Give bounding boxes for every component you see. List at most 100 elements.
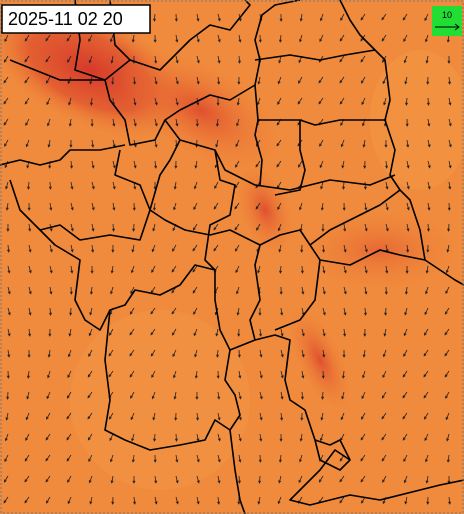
border	[254, 84, 263, 186]
wind-arrow	[108, 349, 114, 357]
wind-arrow	[45, 433, 51, 441]
wind-arrow	[153, 433, 157, 442]
wind-arrow	[132, 202, 136, 211]
wind-arrow	[24, 55, 30, 63]
wind-arrow	[237, 328, 241, 337]
wind-arrow	[382, 349, 387, 358]
wind-arrow	[362, 370, 366, 379]
wind-arrow	[154, 160, 158, 169]
wind-arrow	[66, 412, 72, 420]
wind-arrow	[343, 223, 347, 232]
wind-arrow	[341, 391, 345, 400]
wind-arrow	[26, 370, 30, 379]
wind-arrow	[255, 160, 261, 168]
wind-arrow	[45, 454, 51, 462]
wind-arrow	[424, 433, 429, 442]
wind-arrow	[195, 118, 199, 127]
wind-arrow	[111, 223, 115, 232]
wind-arrow	[259, 433, 263, 442]
wind-arrow	[110, 265, 114, 274]
wind-arrow	[110, 55, 114, 64]
border	[314, 439, 351, 461]
wind-arrow	[446, 34, 450, 43]
wind-arrow	[258, 307, 262, 316]
wind-arrow	[24, 76, 30, 84]
wind-arrow	[175, 34, 179, 43]
wind-arrow	[174, 160, 178, 169]
wind-arrow	[88, 34, 93, 42]
wind-arrow	[70, 160, 73, 169]
wind-arrow	[47, 139, 51, 148]
wind-arrow	[153, 34, 157, 43]
wind-arrow	[49, 286, 53, 295]
wind-arrow	[405, 118, 409, 127]
wind-arrow	[193, 181, 198, 190]
wind-arrow	[217, 412, 221, 421]
border	[309, 189, 401, 246]
wind-arrow	[235, 139, 240, 148]
wind-arrow	[238, 391, 242, 400]
wind-arrow	[403, 34, 408, 43]
wind-arrow	[173, 391, 177, 400]
wind-arrow	[3, 118, 9, 126]
wind-arrow	[3, 496, 9, 504]
wind-arrow	[7, 328, 11, 337]
wind-arrow	[277, 496, 282, 505]
wind-arrow	[258, 475, 262, 484]
wind-arrow	[174, 13, 178, 22]
wind-arrow	[236, 118, 240, 127]
wind-arrow	[196, 496, 200, 505]
wind-arrow	[217, 76, 221, 85]
border	[9, 0, 301, 146]
wind-arrow	[319, 433, 324, 442]
wind-arrow	[90, 118, 94, 127]
wind-arrow	[278, 34, 282, 43]
wind-arrow	[28, 223, 32, 232]
wind-arrow	[447, 55, 451, 64]
wind-arrow	[426, 244, 430, 253]
wind-arrow	[69, 139, 73, 148]
wind-arrow	[3, 76, 9, 84]
wind-arrow	[234, 202, 240, 210]
wind-arrow	[297, 160, 303, 168]
border	[104, 309, 246, 514]
wind-arrow	[108, 370, 114, 378]
wind-arrow	[300, 412, 304, 421]
wind-arrow	[448, 139, 452, 148]
wind-arrow	[27, 181, 30, 190]
wind-arrow	[25, 139, 30, 148]
wind-arrow	[45, 76, 51, 84]
wind-arrow	[319, 34, 324, 43]
wind-arrow	[446, 433, 450, 442]
wind-arrow	[153, 13, 156, 22]
wind-arrow	[152, 202, 156, 211]
wind-arrow	[67, 55, 72, 63]
wind-arrow	[88, 454, 93, 463]
wind-arrow	[130, 391, 135, 399]
wind-arrow	[5, 412, 9, 421]
wind-arrow	[259, 391, 263, 400]
wind-arrow	[382, 76, 387, 85]
wind-arrow	[425, 265, 429, 274]
wind-arrow	[321, 370, 325, 379]
wind-arrow	[237, 475, 241, 484]
wind-arrow	[172, 244, 177, 252]
wind-arrow	[112, 118, 116, 127]
wind-arrow	[173, 181, 177, 190]
wind-arrow	[427, 160, 431, 169]
wind-arrow	[384, 286, 388, 295]
border	[9, 179, 464, 506]
wind-arrow	[256, 223, 261, 231]
wind-arrow	[406, 181, 410, 190]
wind-arrow	[48, 181, 52, 190]
wind-arrow	[382, 475, 387, 483]
wind-arrow	[45, 475, 51, 483]
wind-arrow	[46, 412, 51, 420]
wind-arrow	[154, 475, 158, 484]
wind-arrow	[90, 265, 94, 274]
wind-arrow	[426, 496, 430, 505]
wind-arrow	[26, 391, 30, 400]
wind-arrow	[425, 454, 429, 463]
wind-arrow	[132, 475, 136, 484]
wind-arrow	[276, 160, 282, 168]
